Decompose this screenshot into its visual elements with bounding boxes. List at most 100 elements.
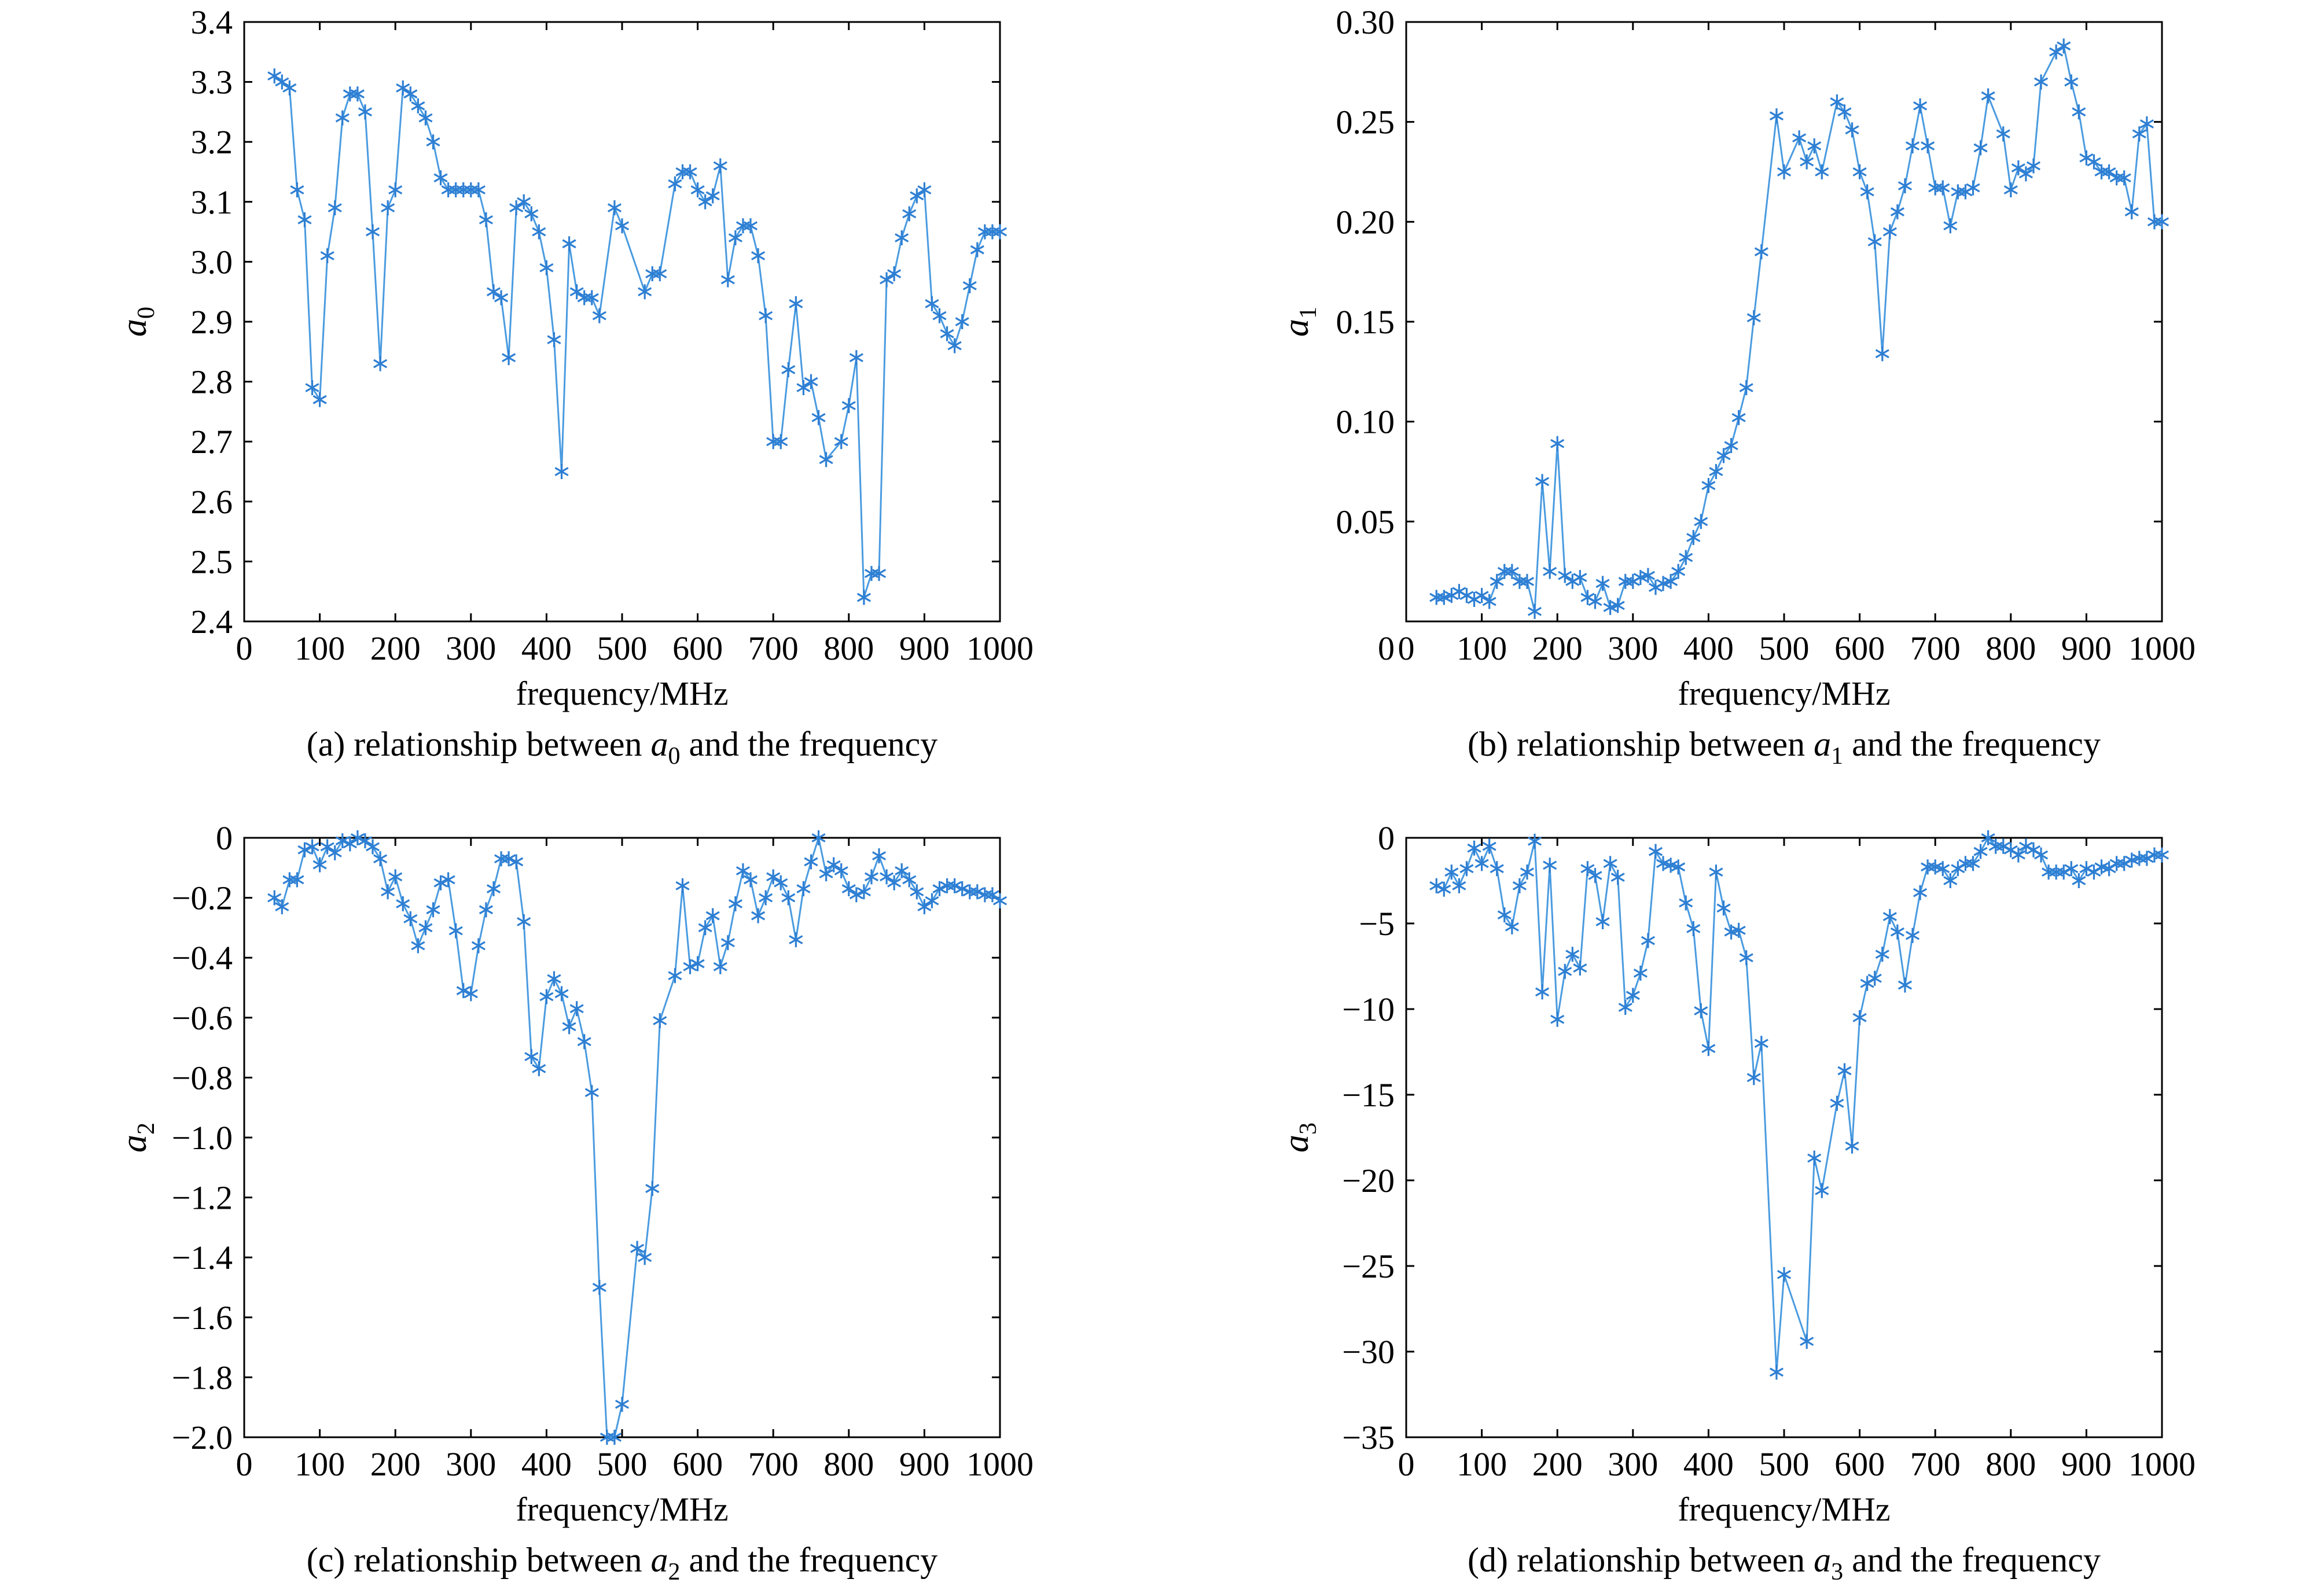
x-axis-title: frequency/MHz: [1678, 1490, 1890, 1528]
data-point: [335, 833, 350, 849]
data-point: [1490, 861, 1504, 877]
data-point: [2072, 104, 2086, 120]
chart-caption: (b) relationship between a1 and the freq…: [1468, 725, 2101, 770]
data-point: [880, 869, 894, 885]
data-point: [683, 164, 697, 179]
data-point: [1936, 861, 1950, 877]
data-point: [1875, 346, 1889, 362]
data-point: [562, 1019, 576, 1035]
x-axis-title: frequency/MHz: [516, 675, 728, 712]
x-tick-label: 100: [295, 630, 345, 667]
chart-panel-d: 0 100 200 300 400 500 600 700 800 900 1000 −35 −30 −2…: [1162, 816, 2324, 1590]
y-tick-label: −20: [1342, 1162, 1395, 1199]
data-point: [1769, 1364, 1784, 1380]
data-point: [789, 296, 803, 311]
data-point: [358, 833, 373, 849]
data-point: [638, 1250, 652, 1265]
data-point: [532, 224, 546, 240]
data-point: [720, 935, 735, 951]
data-point: [668, 968, 682, 984]
data-point: [1754, 1036, 1768, 1051]
data-point: [880, 272, 894, 288]
data-point: [1890, 204, 1904, 220]
data-point: [524, 1049, 539, 1065]
y-tick-label: 0.15: [1336, 303, 1395, 341]
plot-frame: [243, 837, 1001, 1438]
data-point: [940, 326, 954, 341]
data-point: [1452, 878, 1466, 893]
data-point: [373, 851, 388, 867]
y-tick-label: 2.7: [191, 423, 233, 461]
data-point: [381, 884, 395, 900]
data-point: [282, 80, 297, 95]
data-point: [365, 224, 380, 240]
data-point: [547, 971, 561, 987]
data-point: [275, 74, 289, 90]
data-point: [1437, 590, 1451, 605]
data-point: [1943, 873, 1958, 888]
data-point: [1610, 598, 1625, 613]
data-point: [1527, 603, 1542, 619]
data-point: [970, 884, 984, 900]
data-point: [1837, 104, 1852, 120]
series-line: [274, 75, 1000, 598]
data-point: [970, 242, 984, 257]
y-axis-title: a2: [115, 1122, 160, 1153]
data-point: [887, 875, 902, 890]
y-tick-label: 3.4: [191, 3, 233, 41]
data-point: [872, 566, 887, 581]
data-point: [554, 986, 569, 1002]
data-point: [759, 890, 773, 906]
data-point: [1845, 122, 1859, 138]
data-point: [1595, 914, 1610, 930]
data-point: [1633, 965, 1648, 981]
data-point: [297, 842, 312, 857]
data-point: [1875, 947, 1889, 962]
data-point: [2087, 154, 2101, 170]
x-tick-label: 900: [2061, 630, 2112, 667]
data-point: [698, 920, 712, 936]
data-point: [1588, 594, 1602, 609]
y-tick-label: −1.2: [172, 1179, 233, 1217]
data-point: [1800, 1334, 1814, 1349]
data-point: [1709, 464, 1723, 479]
data-point: [1550, 436, 1565, 451]
data-point: [698, 194, 712, 209]
data-point: [1588, 868, 1602, 884]
data-point: [849, 887, 863, 903]
y-tick-label: −1.4: [172, 1239, 233, 1276]
data-point: [502, 851, 516, 867]
data-point: [433, 170, 448, 186]
data-point: [1505, 564, 1519, 579]
y-tick-label: 2.5: [191, 543, 233, 580]
data-point: [2049, 44, 2064, 60]
x-tick-label: 300: [446, 630, 496, 667]
data-point: [388, 182, 403, 198]
data-point: [774, 875, 788, 890]
data-point: [584, 290, 599, 306]
y-tick-label: 0.25: [1336, 104, 1395, 141]
data-point: [804, 374, 818, 389]
chart-panel-c: 0 100 200 300 400 500 600 700 800 900 1000 −2.0 −1.8…: [0, 816, 1162, 1590]
data-point: [781, 362, 796, 377]
data-point: [1686, 921, 1701, 936]
data-point: [584, 1085, 599, 1101]
y-tick-label: −10: [1342, 991, 1395, 1028]
data-point: [381, 200, 395, 216]
data-point: [947, 338, 962, 354]
x-tick-label: 800: [1985, 1445, 2036, 1483]
data-point: [1497, 907, 1512, 923]
data-point: [1595, 576, 1610, 591]
data-point: [1716, 900, 1731, 916]
data-point: [577, 1034, 591, 1050]
data-point: [1913, 885, 1928, 900]
data-point: [343, 836, 357, 852]
data-point: [668, 176, 682, 192]
data-point: [1852, 164, 1867, 179]
data-point: [411, 938, 425, 954]
data-point: [819, 866, 833, 882]
chart-caption: (a) relationship between a0 and the freq…: [307, 725, 938, 770]
data-point: [1694, 514, 1708, 529]
x-tick-label: 200: [370, 1445, 421, 1483]
y-tick-label: −0.6: [172, 999, 233, 1037]
